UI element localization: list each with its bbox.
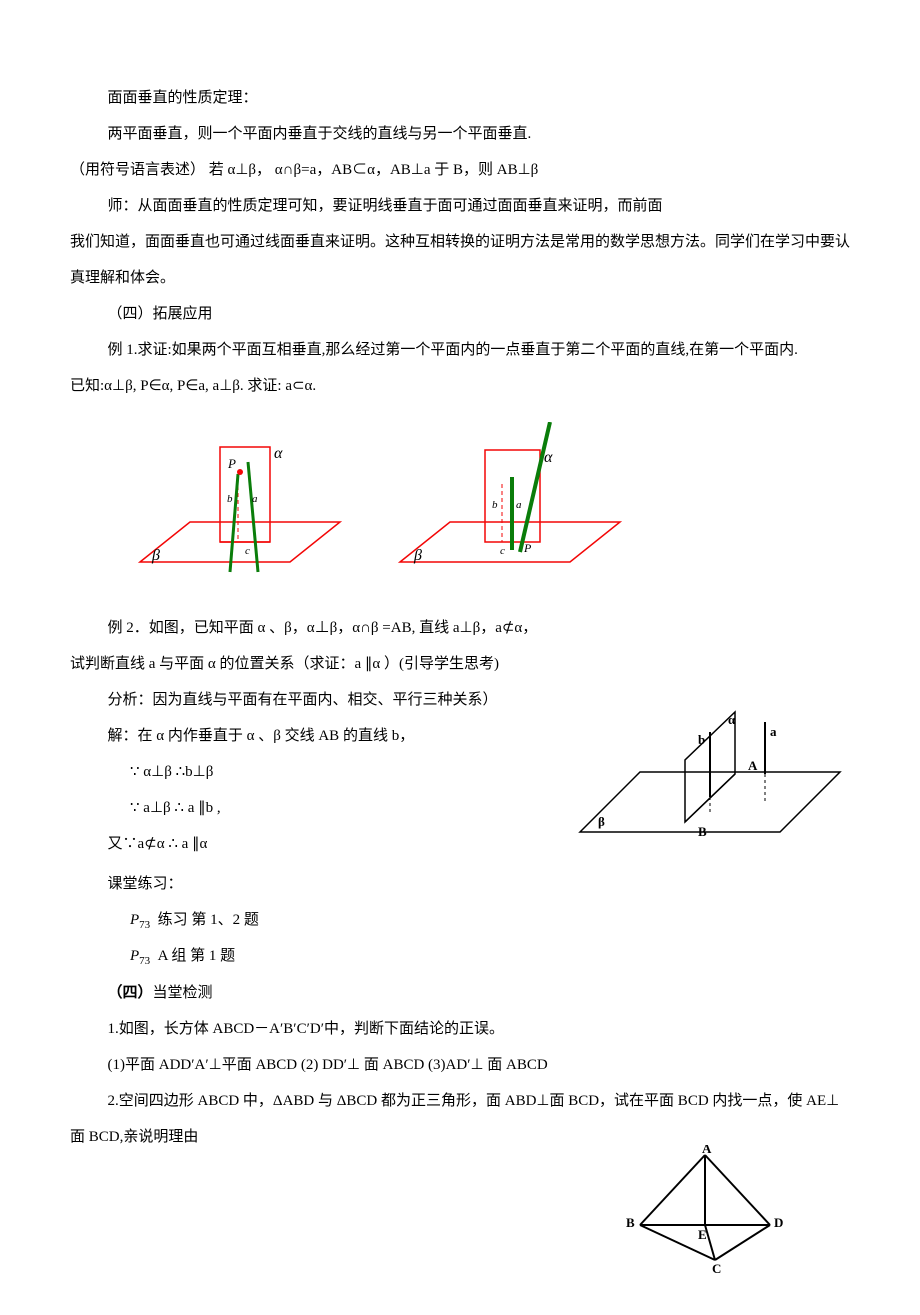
- svg-text:α: α: [544, 449, 553, 466]
- svg-text:P: P: [523, 541, 532, 555]
- example-1-diagrams: α β P b a c α β P b a c: [130, 422, 850, 592]
- example-2-line2: 试判断直线 a 与平面 α 的位置关系（求证：a ∥α ）(引导学生思考): [70, 646, 850, 682]
- svg-text:β: β: [151, 547, 160, 564]
- example-1-given: 已知:α⊥β, P∈α, P∈a, a⊥β. 求证: a⊂α.: [70, 368, 850, 404]
- svg-text:E: E: [698, 1227, 707, 1242]
- example-2-sol3: ∵ a⊥β ∴ a ∥b ,: [70, 790, 550, 826]
- section-4-extension: （四）拓展应用: [70, 296, 850, 332]
- section-4b-num: （四）: [108, 985, 153, 1001]
- section-4b: （四）当堂检测: [70, 975, 850, 1011]
- question-1: 1.如图，长方体 ABCD－A′B′C′D′中，判断下面结论的正误。: [70, 1011, 850, 1047]
- svg-text:P: P: [227, 456, 236, 471]
- svg-text:a: a: [516, 499, 522, 511]
- svg-text:β: β: [598, 814, 605, 829]
- question-1-options: (1)平面 ADD′A′⊥平面 ABCD (2) DD′⊥ 面 ABCD (3)…: [70, 1047, 850, 1083]
- svg-text:D: D: [774, 1215, 783, 1230]
- example-2-sol2: ∵ α⊥β ∴b⊥β: [70, 754, 550, 790]
- p-sub-2: 73: [139, 955, 150, 967]
- diagram-ex1-right: α β P b a c: [390, 422, 630, 592]
- p73-text-2: A 组 第 1 题: [158, 948, 236, 964]
- classroom-practice-label: 课堂练习：: [70, 866, 850, 902]
- teacher-comment-2: 我们知道，面面垂直也可通过线面垂直来证明。这种互相转换的证明方法是常用的数学思想…: [70, 224, 850, 296]
- svg-text:a: a: [770, 724, 777, 739]
- example-2-sol1: 解：在 α 内作垂直于 α 、β 交线 AB 的直线 b，: [70, 718, 550, 754]
- section-4b-title: 当堂检测: [153, 985, 213, 1001]
- svg-text:B: B: [698, 824, 707, 839]
- svg-text:A: A: [702, 1145, 712, 1156]
- svg-text:b: b: [698, 732, 705, 747]
- svg-text:C: C: [712, 1261, 721, 1275]
- example-1-question: 例 1.求证:如果两个平面互相垂直,那么经过第一个平面内的一点垂直于第二个平面的…: [70, 332, 850, 368]
- theorem-title: 面面垂直的性质定理：: [70, 80, 850, 116]
- svg-text:b: b: [492, 499, 498, 511]
- svg-text:b: b: [227, 493, 233, 505]
- svg-text:c: c: [245, 545, 250, 557]
- example-2-line1: 例 2．如图，已知平面 α 、β，α⊥β，α∩β =AB, 直线 a⊥β，a⊄α…: [70, 610, 850, 646]
- symbol-expression: （用符号语言表述） 若 α⊥β， α∩β=a，AB⊂α，AB⊥a 于 B，则 A…: [70, 152, 850, 188]
- teacher-comment-1: 师：从面面垂直的性质定理可知，要证明线垂直于面可通过面面垂直来证明，而前面: [70, 188, 850, 224]
- svg-text:c: c: [500, 545, 505, 557]
- p73-text-1: 练习 第 1、2 题: [158, 912, 259, 928]
- svg-text:α: α: [274, 445, 283, 462]
- svg-text:A: A: [748, 758, 758, 773]
- svg-text:α: α: [728, 712, 736, 727]
- svg-text:a: a: [252, 493, 258, 505]
- p-label-2: P: [130, 948, 139, 964]
- p73-practice-1: P73 练习 第 1、2 题: [70, 902, 850, 938]
- example-2-analysis: 分析：因为直线与平面有在平面内、相交、平行三种关系）: [70, 682, 550, 718]
- p-sub-1: 73: [139, 919, 150, 931]
- diagram-ex2: α β b a A B: [570, 692, 850, 852]
- example-2-sol4: 又∵a⊄α ∴ a ∥α: [70, 826, 550, 862]
- p73-practice-2: P73 A 组 第 1 题: [70, 938, 850, 974]
- p-label-1: P: [130, 912, 139, 928]
- diagram-q2: A B D C E: [620, 1145, 790, 1275]
- theorem-text: 两平面垂直，则一个平面内垂直于交线的直线与另一个平面垂直.: [70, 116, 850, 152]
- svg-text:B: B: [626, 1215, 635, 1230]
- svg-text:β: β: [413, 547, 422, 564]
- diagram-ex1-left: α β P b a c: [130, 422, 350, 592]
